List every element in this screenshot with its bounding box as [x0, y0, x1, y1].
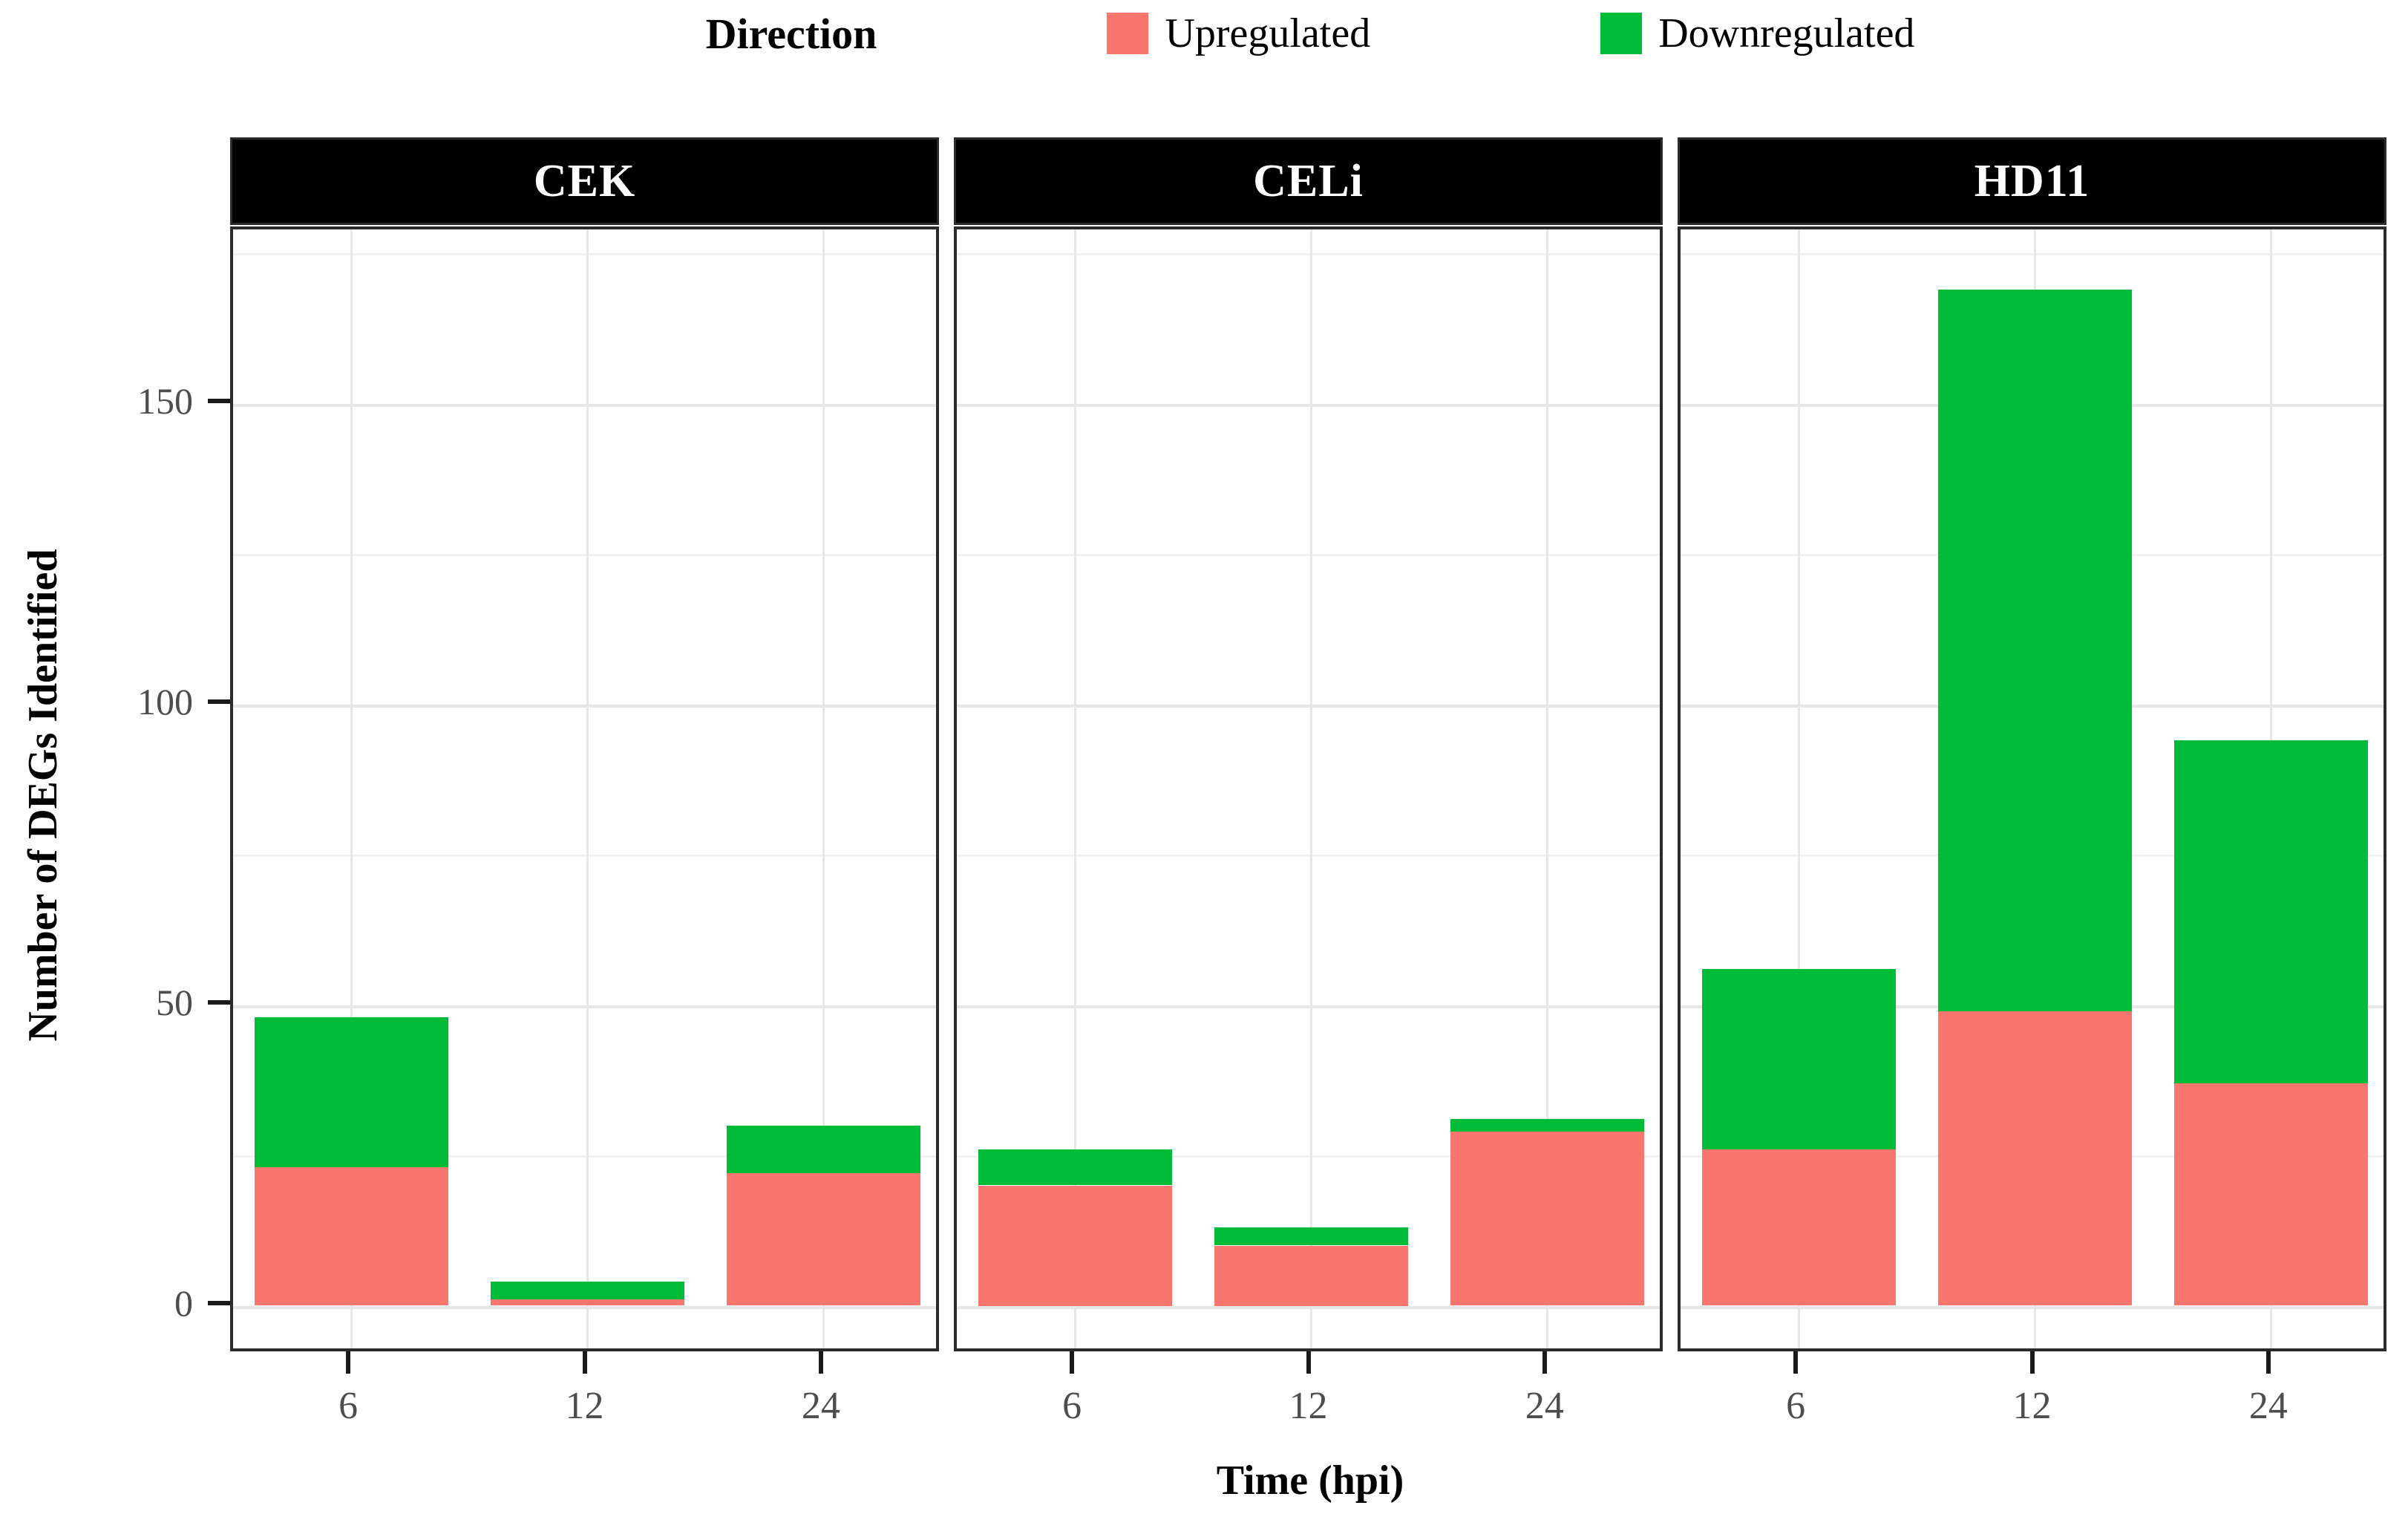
x-tick-label: 6 — [1786, 1385, 1806, 1427]
x-tick-label: 6 — [1062, 1385, 1082, 1427]
bar-upregulated-celi-24 — [1450, 1131, 1645, 1306]
major-gridline — [957, 1305, 1660, 1309]
vertical-gridline — [1073, 229, 1076, 1348]
bar-downregulated-cek-12 — [491, 1282, 684, 1300]
vertical-gridline — [586, 229, 589, 1348]
legend-label-upregulated: Upregulated — [1165, 10, 1371, 56]
legend: Direction Upregulated Downregulated — [230, 0, 2390, 67]
y-tick-label: 100 — [137, 680, 193, 722]
minor-gridline — [1681, 253, 2384, 255]
y-tick-mark — [208, 699, 230, 704]
facet-panel-hd11 — [1678, 226, 2386, 1351]
minor-gridline — [957, 1155, 1660, 1158]
bar-downregulated-celi-12 — [1214, 1227, 1408, 1246]
x-tick-label: 24 — [1525, 1385, 1564, 1427]
bar-downregulated-cek-24 — [727, 1125, 921, 1174]
minor-gridline — [233, 1155, 936, 1158]
minor-gridline — [957, 855, 1660, 857]
major-gridline — [233, 704, 936, 708]
minor-gridline — [957, 554, 1660, 556]
bar-upregulated-cek-24 — [727, 1173, 921, 1306]
bar-downregulated-cek-6 — [254, 1016, 448, 1168]
y-tick-mark — [208, 999, 230, 1005]
x-tick-mark — [1070, 1351, 1075, 1374]
y-tick-label: 150 — [137, 379, 193, 422]
y-tick-label: 0 — [174, 1282, 193, 1324]
bar-downregulated-hd11-24 — [2174, 740, 2369, 1083]
major-gridline — [1681, 1305, 2384, 1309]
x-tick-mark — [582, 1351, 587, 1374]
vertical-gridline — [1797, 229, 1800, 1348]
bar-upregulated-celi-6 — [978, 1185, 1172, 1306]
bar-upregulated-cek-12 — [491, 1299, 684, 1306]
x-tick-label: 24 — [2248, 1385, 2288, 1427]
facet-panel-cek — [230, 226, 939, 1351]
bar-upregulated-cek-6 — [254, 1167, 448, 1306]
upregulated-swatch-icon — [1107, 13, 1149, 54]
vertical-gridline — [350, 229, 353, 1348]
major-gridline — [233, 1005, 936, 1008]
minor-gridline — [233, 855, 936, 857]
x-tick-label: 12 — [1289, 1385, 1328, 1427]
x-tick-label: 12 — [565, 1385, 604, 1427]
x-tick-label: 12 — [2012, 1385, 2052, 1427]
x-tick-mark — [2029, 1351, 2035, 1374]
y-tick-label: 50 — [156, 981, 193, 1023]
x-tick-label: 6 — [338, 1385, 359, 1427]
minor-gridline — [233, 253, 936, 255]
facet-strip-hd11: HD11 — [1678, 137, 2386, 225]
major-gridline — [957, 704, 1660, 708]
x-tick-label: 24 — [801, 1385, 840, 1427]
bar-downregulated-hd11-12 — [1938, 289, 2132, 1011]
vertical-gridline — [1546, 229, 1549, 1348]
facet-strip-cek: CEK — [230, 137, 939, 225]
bar-upregulated-hd11-24 — [2174, 1083, 2369, 1306]
bar-downregulated-hd11-6 — [1701, 968, 1896, 1149]
y-tick-mark — [208, 398, 230, 403]
x-tick-mark — [1793, 1351, 1799, 1374]
vertical-gridline — [1310, 229, 1312, 1348]
x-axis-title: Time (hpi) — [1216, 1458, 1404, 1504]
vertical-gridline — [822, 229, 825, 1348]
bar-upregulated-hd11-6 — [1701, 1149, 1896, 1306]
x-tick-mark — [2265, 1351, 2271, 1374]
bar-downregulated-celi-24 — [1450, 1119, 1645, 1132]
bar-upregulated-hd11-12 — [1938, 1011, 2132, 1306]
y-tick-mark — [208, 1300, 230, 1305]
legend-label-downregulated: Downregulated — [1658, 10, 1915, 56]
major-gridline — [957, 403, 1660, 407]
bar-upregulated-celi-12 — [1214, 1245, 1408, 1306]
downregulated-swatch-icon — [1600, 13, 1643, 54]
major-gridline — [233, 403, 936, 407]
major-gridline — [233, 1305, 936, 1309]
legend-item-upregulated: Upregulated — [1107, 10, 1370, 57]
legend-title: Direction — [705, 9, 877, 58]
x-tick-mark — [1306, 1351, 1311, 1374]
minor-gridline — [957, 253, 1660, 255]
major-gridline — [957, 1005, 1660, 1008]
x-tick-mark — [1542, 1351, 1547, 1374]
minor-gridline — [233, 554, 936, 556]
facet-panel-celi — [954, 226, 1663, 1351]
legend-item-downregulated: Downregulated — [1600, 10, 1914, 57]
bar-downregulated-celi-6 — [978, 1149, 1172, 1186]
facet-strip-celi: CELi — [954, 137, 1663, 225]
x-tick-mark — [818, 1351, 823, 1374]
x-tick-mark — [346, 1351, 351, 1374]
